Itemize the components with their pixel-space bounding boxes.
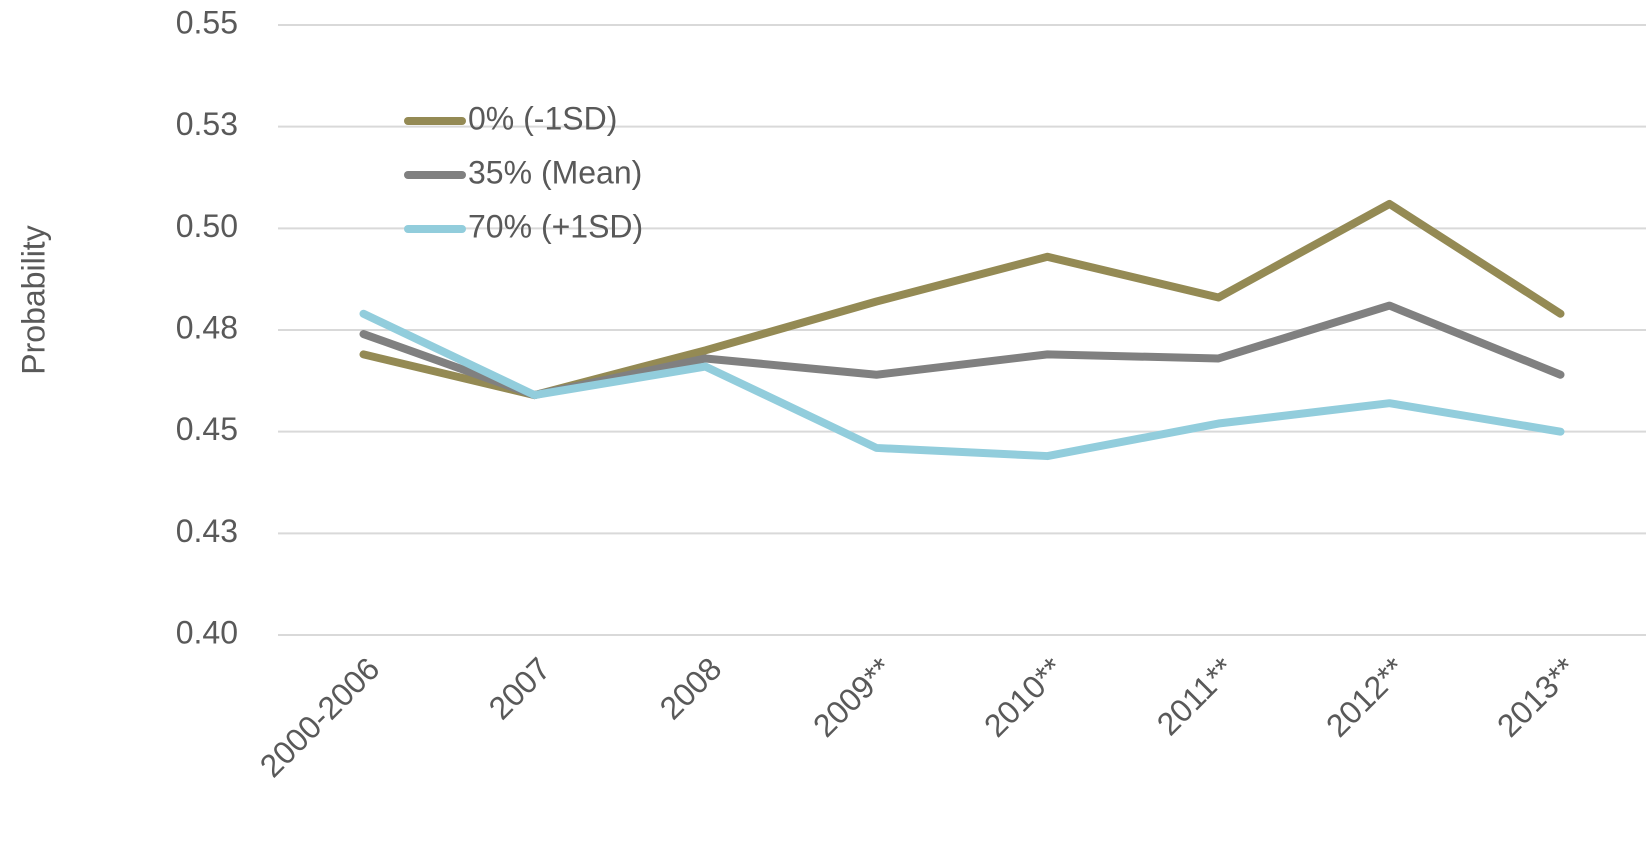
x-tick-label: 2009** — [806, 650, 899, 743]
x-tick-label: 2013** — [1490, 650, 1583, 743]
x-tick-label: 2010** — [977, 650, 1070, 743]
x-tick-label: 2000-2006 — [253, 650, 387, 784]
y-axis-title: Probability — [15, 225, 51, 374]
legend-label: 0% (-1SD) — [468, 100, 617, 136]
y-tick-label: 0.48 — [176, 309, 238, 345]
line-series — [359, 309, 1565, 461]
y-tick-label: 0.53 — [176, 106, 238, 142]
x-tick-label: 2012** — [1319, 650, 1412, 743]
y-tick-label: 0.50 — [176, 208, 238, 244]
y-tick-label: 0.45 — [176, 411, 238, 447]
legend-label: 70% (+1SD) — [468, 208, 643, 244]
line-series — [359, 301, 1565, 400]
y-tick-label: 0.40 — [176, 614, 238, 650]
y-tick-label: 0.55 — [176, 4, 238, 40]
x-tick-label: 2008 — [653, 650, 729, 726]
x-tick-label: 2007 — [482, 650, 558, 726]
x-tick-label: 2011** — [1150, 650, 1242, 742]
y-tick-label: 0.43 — [176, 513, 238, 549]
legend-label: 35% (Mean) — [468, 154, 642, 190]
